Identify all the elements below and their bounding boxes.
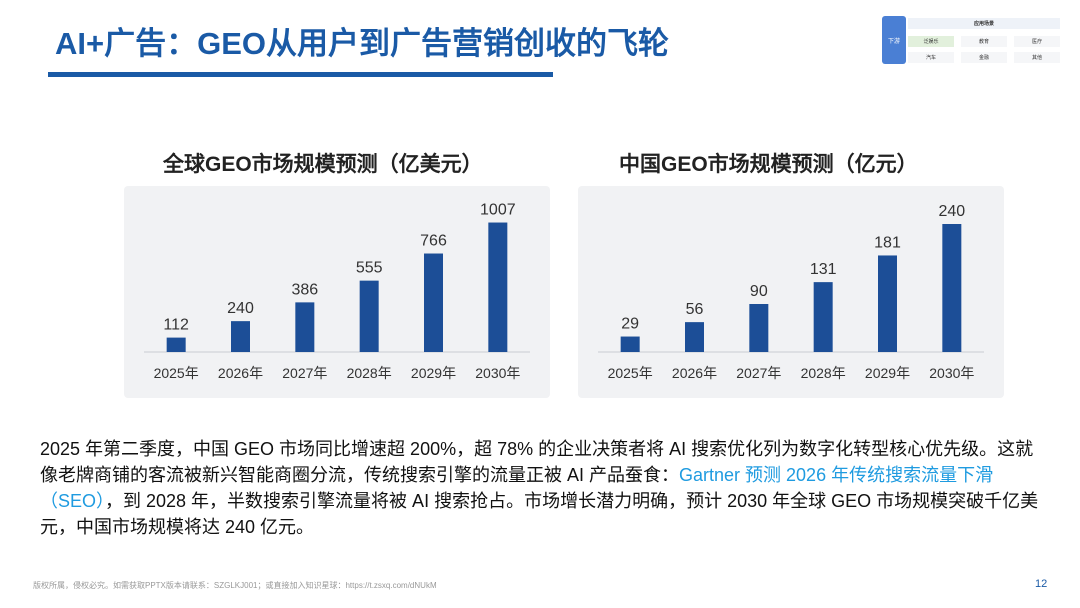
mini-table-cell: 医疗 bbox=[1014, 36, 1060, 47]
title-underline bbox=[48, 72, 553, 77]
data-label: 766 bbox=[420, 233, 447, 250]
page-number: 12 bbox=[1035, 578, 1048, 590]
china-chart-title: 中国GEO市场规模预测（亿元） bbox=[619, 153, 918, 176]
bar-2027年 bbox=[295, 302, 315, 352]
data-label: 29 bbox=[621, 316, 639, 333]
copyright-footer: 版权所属，侵权必究。如需获取PPTX版本请联系：SZGLKJ001；或直接加入知… bbox=[33, 581, 437, 590]
mini-table-cell: 教育 bbox=[961, 36, 1007, 47]
bar-2030年 bbox=[488, 222, 508, 352]
data-label: 131 bbox=[810, 261, 837, 278]
data-label: 181 bbox=[874, 234, 901, 251]
data-label: 386 bbox=[291, 281, 318, 298]
bar-2026年 bbox=[231, 321, 250, 352]
bar-2029年 bbox=[878, 255, 897, 352]
data-label: 240 bbox=[938, 203, 965, 220]
global-chart-title: 全球GEO市场规模预测（亿美元） bbox=[163, 153, 483, 176]
data-label: 240 bbox=[227, 300, 254, 317]
x-tick-label: 2028年 bbox=[801, 365, 846, 381]
paragraph-text: ，到 2028 年，半数搜索引擎流量将被 AI 搜索抢占。市场增长潜力明确，预计… bbox=[40, 491, 1039, 537]
x-tick-label: 2026年 bbox=[672, 365, 717, 381]
x-tick-label: 2025年 bbox=[154, 365, 199, 381]
mini-table-header: 应用场景 bbox=[908, 18, 1060, 29]
x-tick-label: 2027年 bbox=[736, 365, 781, 381]
data-label: 90 bbox=[750, 283, 768, 300]
mini-table-cell: 其他 bbox=[1014, 52, 1060, 63]
bar-2025年 bbox=[166, 337, 186, 352]
bar-2026年 bbox=[685, 322, 704, 352]
x-tick-label: 2025年 bbox=[608, 365, 653, 381]
bar-2029年 bbox=[424, 253, 443, 352]
x-tick-label: 2027年 bbox=[282, 365, 327, 381]
x-tick-label: 2026年 bbox=[218, 365, 263, 381]
mini-table-cell: 汽车 bbox=[908, 52, 954, 63]
slide-title: AI+广告：GEO从用户到广告营销创收的飞轮 bbox=[55, 26, 670, 61]
china-chart-panel bbox=[578, 186, 1004, 398]
data-label: 56 bbox=[686, 301, 704, 318]
data-label: 112 bbox=[163, 317, 189, 334]
mini-table-cell: 金融 bbox=[961, 52, 1007, 63]
bar-2025年 bbox=[620, 336, 640, 352]
bar-2028年 bbox=[359, 280, 379, 352]
bar-2028年 bbox=[813, 282, 833, 352]
application-scenario-table: 下游 应用场景 泛娱乐 教育 医疗 汽车 金融 其他 bbox=[882, 16, 1062, 64]
x-tick-label: 2030年 bbox=[929, 365, 974, 381]
data-label: 555 bbox=[356, 260, 383, 277]
china-geo-market-chart: 29 2025年 56 2026年 90 2027年 131 2028年 181 2029年 240… bbox=[598, 203, 984, 381]
bar-2030年 bbox=[942, 224, 962, 352]
x-tick-label: 2028年 bbox=[347, 365, 392, 381]
x-tick-label: 2030年 bbox=[475, 365, 520, 381]
x-tick-label: 2029年 bbox=[865, 365, 910, 381]
mini-table-side-label: 下游 bbox=[882, 16, 906, 64]
global-chart-panel bbox=[124, 186, 550, 398]
paragraph-text: 2025 年第二季度，中国 GEO 市场同比增速超 200%，超 78% 的企业… bbox=[40, 439, 1034, 485]
global-geo-market-chart: 112 2025年 240 2026年 386 2027年 555 2028年 766 2029年… bbox=[144, 202, 530, 381]
seo-decline-highlight: 传统搜索流量下滑（SEO） bbox=[40, 465, 994, 511]
mini-table-cell: 泛娱乐 bbox=[908, 36, 954, 47]
data-label: 1007 bbox=[480, 202, 516, 219]
x-tick-label: 2029年 bbox=[411, 365, 456, 381]
summary-paragraph: 2025 年第二季度，中国 GEO 市场同比增速超 200%，超 78% 的企业… bbox=[40, 436, 1040, 540]
gartner-highlight: Gartner 预测 2026 年 bbox=[679, 465, 850, 485]
bar-2027年 bbox=[749, 304, 769, 352]
